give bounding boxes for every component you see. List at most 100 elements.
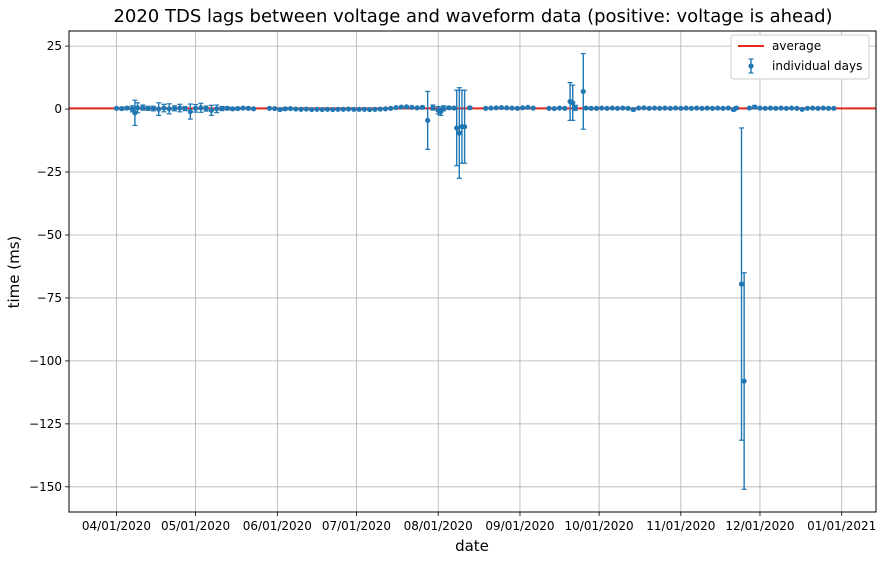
data-point: [240, 105, 246, 111]
data-marker: [646, 105, 652, 111]
data-point: [272, 105, 278, 112]
data-marker: [245, 105, 251, 111]
data-point: [414, 105, 420, 111]
data-marker: [789, 105, 795, 111]
data-marker: [625, 105, 631, 111]
data-marker: [825, 105, 832, 111]
data-point: [277, 106, 283, 113]
data-marker: [530, 105, 536, 111]
x-tick-label: 11/01/2020: [646, 519, 715, 533]
data-point: [810, 105, 816, 111]
data-point: [187, 103, 193, 120]
data-point: [282, 106, 288, 112]
data-marker: [757, 105, 763, 111]
data-point: [446, 105, 452, 111]
data-marker: [794, 105, 800, 111]
data-point: [134, 102, 141, 114]
x-tick-label: 10/01/2020: [565, 519, 634, 533]
data-marker: [451, 105, 457, 111]
data-marker: [767, 105, 774, 111]
data-point: [667, 105, 673, 111]
data-marker: [815, 105, 821, 111]
data-marker: [667, 105, 673, 111]
data-marker: [345, 106, 352, 112]
data-marker: [672, 105, 679, 111]
data-point: [419, 104, 425, 110]
data-point: [599, 105, 605, 111]
data-point: [593, 105, 600, 111]
data-marker: [678, 105, 684, 111]
data-point: [388, 105, 394, 111]
data-point: [198, 102, 204, 113]
data-marker: [488, 105, 494, 111]
data-point: [831, 105, 837, 111]
y-tick-label: −125: [29, 417, 62, 431]
data-marker: [182, 105, 188, 112]
data-point: [361, 106, 367, 112]
data-point: [345, 106, 352, 112]
data-marker: [330, 106, 336, 113]
data-marker: [572, 105, 578, 111]
data-point: [309, 106, 315, 113]
y-tick-label: 0: [54, 102, 62, 116]
data-marker: [277, 106, 283, 113]
data-point: [683, 105, 689, 111]
data-point: [583, 105, 589, 111]
data-marker: [214, 106, 220, 112]
data-marker: [783, 105, 789, 111]
data-point: [641, 105, 647, 111]
data-marker: [752, 104, 758, 110]
x-axis-ticks: 04/01/2020 05/01/2020 06/01/2020 07/01/2020…: [82, 512, 876, 533]
data-point: [657, 105, 663, 111]
data-point: [440, 105, 447, 112]
data-point: [789, 105, 795, 111]
data-point: [799, 106, 805, 112]
data-marker: [738, 281, 745, 287]
data-marker: [546, 105, 552, 111]
data-marker: [229, 106, 236, 112]
data-marker: [382, 106, 389, 112]
data-marker: [367, 106, 373, 113]
data-point: [335, 106, 341, 112]
data-marker: [831, 105, 837, 111]
x-tick-label: 05/01/2020: [161, 519, 230, 533]
data-marker: [570, 100, 576, 106]
data-point: [783, 105, 789, 111]
data-point: [488, 105, 494, 111]
data-marker: [198, 105, 204, 111]
data-marker: [810, 105, 816, 111]
data-marker: [699, 105, 705, 111]
data-point: [614, 105, 621, 111]
data-marker: [282, 106, 288, 112]
data-marker: [662, 105, 668, 111]
data-point: [773, 105, 779, 111]
data-marker: [132, 110, 138, 116]
data-point: [113, 105, 120, 111]
data-point: [483, 105, 489, 111]
data-point: [804, 105, 811, 111]
data-point: [377, 106, 383, 112]
data-marker: [630, 106, 636, 113]
data-marker: [593, 105, 600, 111]
data-marker: [224, 105, 230, 111]
data-point: [140, 104, 146, 111]
data-point: [319, 106, 325, 113]
data-marker: [614, 105, 621, 111]
data-marker: [651, 105, 658, 111]
data-marker: [514, 105, 520, 111]
data-marker: [309, 106, 315, 113]
data-point: [651, 105, 658, 111]
data-marker: [720, 105, 726, 111]
y-axis-ticks: 25 0 −25 −50 −75 −100 −125 −150: [29, 39, 69, 494]
data-marker: [599, 105, 605, 111]
data-point: [562, 105, 568, 111]
data-marker: [525, 104, 531, 110]
data-point: [214, 104, 220, 114]
data-marker: [150, 105, 156, 112]
data-marker: [319, 106, 325, 113]
data-point: [498, 104, 505, 111]
data-point: [620, 105, 626, 111]
data-marker: [266, 105, 273, 111]
data-marker: [324, 106, 331, 112]
